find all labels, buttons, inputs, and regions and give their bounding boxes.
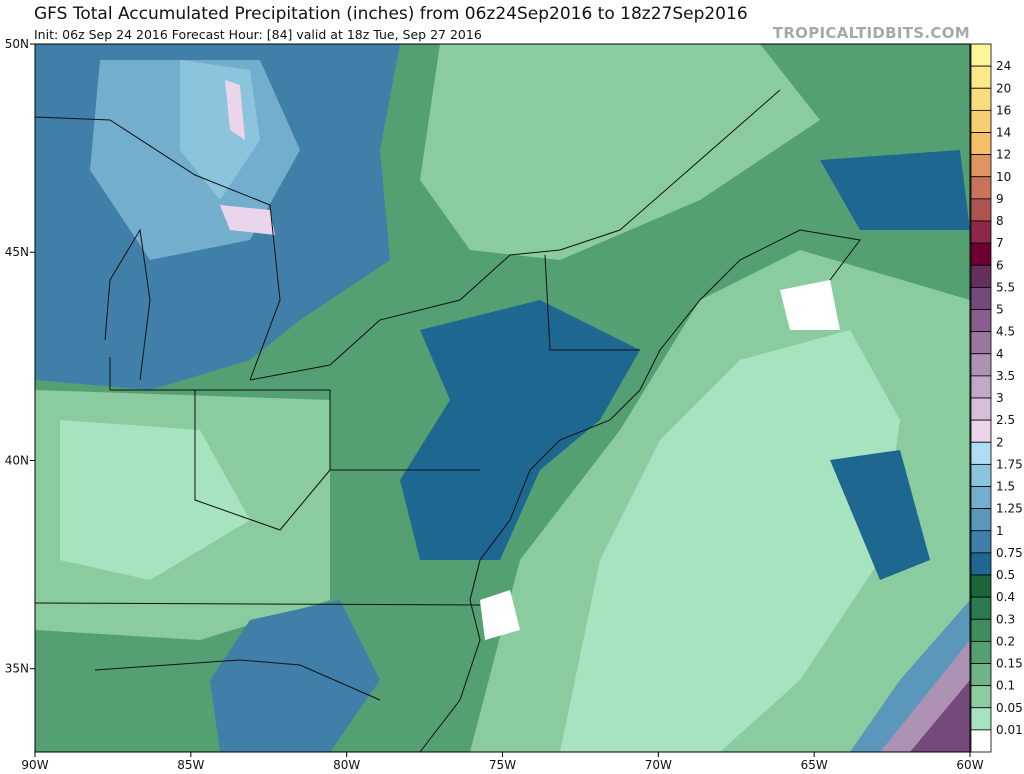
colorbar-swatch — [970, 663, 992, 687]
colorbar-label: 12 — [996, 148, 1011, 162]
colorbar-swatch — [970, 264, 992, 288]
colorbar-swatch — [970, 707, 992, 731]
lat-label: 45N — [5, 245, 29, 259]
colorbar-label: 0.5 — [996, 568, 1015, 582]
colorbar-label: 0.1 — [996, 679, 1015, 693]
colorbar-label: 7 — [996, 236, 1004, 250]
colorbar-swatch — [970, 640, 992, 664]
colorbar-swatch — [970, 242, 992, 266]
colorbar-label: 9 — [996, 192, 1004, 206]
colorbar-swatch — [970, 154, 992, 178]
colorbar-label: 0.75 — [996, 546, 1023, 560]
lon-label: 85W — [177, 758, 204, 772]
map-subtitle: Init: 06z Sep 24 2016 Forecast Hour: [84… — [34, 27, 482, 42]
colorbar-label: 4.5 — [996, 325, 1015, 339]
colorbar-swatch — [970, 65, 992, 89]
colorbar-swatch — [970, 309, 992, 333]
colorbar-swatch — [970, 596, 992, 620]
colorbar-swatch — [970, 486, 992, 510]
colorbar-swatch — [970, 397, 992, 421]
colorbar-label: 20 — [996, 81, 1011, 95]
colorbar-swatch — [970, 574, 992, 598]
lat-label: 35N — [5, 662, 29, 676]
colorbar-swatch — [970, 87, 992, 111]
brand-watermark: TROPICALTIDBITS.COM — [772, 24, 970, 42]
colorbar-label: 16 — [996, 103, 1011, 117]
boundaries — [35, 89, 861, 752]
colorbar-label: 8 — [996, 214, 1004, 228]
colorbar-swatch — [970, 685, 992, 709]
lon-label: 80W — [333, 758, 360, 772]
colorbar-swatch — [970, 132, 992, 156]
colorbar: 24 20 16 14 12 10 9 8 7 6 5.5 5 4.5 4 3.5 3 2.5 2 1.75 1.5 1… — [970, 43, 1023, 753]
lat-label: 50N — [5, 37, 29, 51]
colorbar-label: 6 — [996, 258, 1004, 272]
lon-label: 75W — [489, 758, 516, 772]
colorbar-swatch — [970, 552, 992, 576]
colorbar-swatch — [970, 508, 992, 532]
colorbar-swatch — [970, 198, 992, 222]
colorbar-swatch — [970, 286, 992, 310]
map-axes: 90W 85W 80W 75W 70W 65W 60W 50N 45N 40N 35N — [5, 37, 984, 772]
colorbar-label: 1.5 — [996, 480, 1015, 494]
colorbar-swatch — [970, 220, 992, 244]
colorbar-swatch — [970, 331, 992, 355]
colorbar-label: 24 — [996, 59, 1011, 73]
colorbar-swatch — [970, 441, 992, 465]
colorbar-label: 0.4 — [996, 590, 1015, 604]
colorbar-label: 3 — [996, 391, 1004, 405]
colorbar-swatch — [970, 729, 992, 753]
lon-label: 60W — [956, 758, 983, 772]
lon-label: 90W — [21, 758, 48, 772]
colorbar-label: 14 — [996, 126, 1011, 140]
colorbar-label: 1.75 — [996, 457, 1023, 471]
colorbar-swatch — [970, 375, 992, 399]
colorbar-label: 5.5 — [996, 280, 1015, 294]
colorbar-swatch — [970, 176, 992, 200]
colorbar-swatch — [970, 109, 992, 133]
lat-label: 40N — [5, 453, 29, 467]
colorbar-label: 3.5 — [996, 369, 1015, 383]
colorbar-swatch — [970, 353, 992, 377]
colorbar-label: 1.25 — [996, 502, 1023, 516]
colorbar-swatch — [970, 530, 992, 554]
colorbar-label: 4 — [996, 347, 1004, 361]
colorbar-label: 2.5 — [996, 413, 1015, 427]
precip-field — [35, 44, 970, 752]
colorbar-label: 2 — [996, 435, 1004, 449]
colorbar-label: 0.15 — [996, 657, 1023, 671]
colorbar-label: 10 — [996, 170, 1011, 184]
colorbar-swatch — [970, 43, 992, 67]
colorbar-label: 0.01 — [996, 723, 1023, 737]
colorbar-label: 0.2 — [996, 634, 1015, 648]
lon-label: 70W — [645, 758, 672, 772]
lon-label: 65W — [801, 758, 828, 772]
colorbar-swatch — [970, 463, 992, 487]
colorbar-swatch — [970, 618, 992, 642]
map-title: GFS Total Accumulated Precipitation (inc… — [34, 4, 748, 24]
colorbar-swatch — [970, 419, 992, 443]
colorbar-label: 0.3 — [996, 612, 1015, 626]
colorbar-label: 0.05 — [996, 701, 1023, 715]
colorbar-label: 5 — [996, 303, 1004, 317]
colorbar-label: 1 — [996, 524, 1004, 538]
